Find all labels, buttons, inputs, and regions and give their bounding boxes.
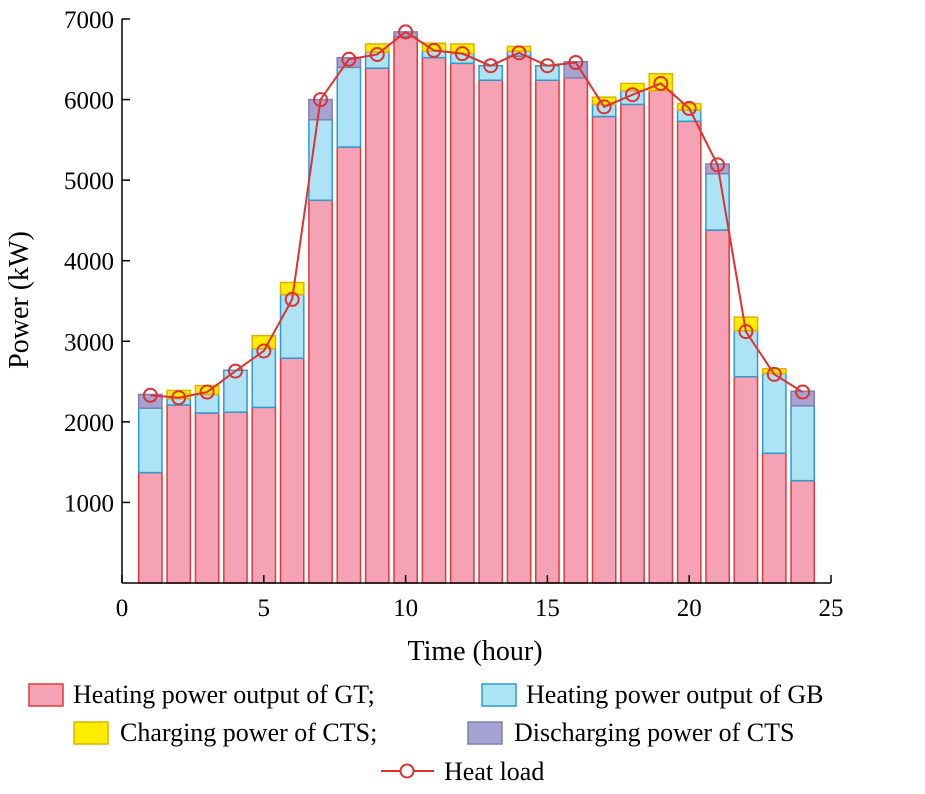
- bar-gt-hour-10: [393, 35, 418, 584]
- bar-gt-hour-1: [137, 471, 163, 584]
- bar-gt-hour-22: [733, 375, 759, 584]
- bar-gt-hour-7: [308, 199, 333, 584]
- heat-load-point-hour-1: [142, 387, 158, 403]
- y-tick-label-4000: 4000: [64, 249, 114, 276]
- legend-swatch-discharging: [467, 721, 503, 745]
- legend: Heating power output of GT; Heating powe…: [28, 680, 824, 786]
- x-axis-label: Time (hour): [407, 636, 542, 667]
- bar-gt-hour-3: [194, 412, 220, 584]
- bar-gb-hour-12: [449, 52, 475, 65]
- heat-load-point-hour-17: [596, 99, 612, 115]
- bar-gt-hour-23: [761, 452, 787, 584]
- y-tick-label-1000: 1000: [64, 490, 114, 517]
- bar-gt-hour-9: [364, 67, 390, 584]
- bar-gt-hour-21: [705, 229, 730, 584]
- x-tick-label-15: 15: [535, 595, 560, 622]
- bar-gt-hour-8: [336, 146, 362, 584]
- bar-charging-hour-18: [620, 82, 645, 92]
- bar-gt-hour-4: [223, 411, 248, 584]
- legend-label-heat-load: Heat load: [444, 757, 544, 786]
- y-tick-label-5000: 5000: [64, 168, 114, 195]
- heat-load-point-hour-3: [199, 384, 215, 400]
- legend-label-gt: Heating power output of GT;: [73, 680, 375, 709]
- heat-load-point-hour-24: [795, 384, 811, 400]
- bar-gt-hour-20: [676, 120, 702, 584]
- bars-layer: [137, 31, 816, 584]
- heat-load-point-hour-5: [256, 343, 272, 359]
- bar-gt-hour-18: [620, 103, 645, 584]
- y-tick-label-6000: 6000: [64, 88, 114, 115]
- bar-gb-hour-23: [761, 372, 787, 455]
- heat-load-line-layer: [142, 24, 811, 406]
- bar-gt-hour-5: [251, 406, 277, 584]
- heat-load-point-hour-12: [454, 46, 470, 62]
- heat-load-line: [150, 30, 804, 399]
- axes-layer: 0 5 10 15 20 25 1000 2000 3000 4000 5000 6000 7000: [64, 7, 844, 622]
- heat-load-point-hour-15: [539, 58, 555, 74]
- bar-gt-hour-17: [591, 115, 617, 584]
- heat-load-point-hour-20: [681, 100, 697, 116]
- legend-marker-heat-load: [399, 763, 415, 779]
- bar-gt-hour-2: [166, 404, 192, 584]
- bar-gt-hour-14: [506, 55, 532, 584]
- bar-gt-hour-16: [563, 77, 589, 584]
- heat-load-point-hour-14: [511, 45, 527, 61]
- heat-load-point-hour-9: [369, 46, 385, 62]
- x-tick-label-0: 0: [116, 595, 129, 622]
- heat-load-point-hour-11: [426, 42, 442, 58]
- legend-swatch-charging: [73, 721, 109, 745]
- bar-gb-hour-8: [336, 66, 362, 148]
- heat-load-point-hour-21: [710, 157, 726, 173]
- x-tick-label-10: 10: [393, 595, 418, 622]
- y-tick-label-2000: 2000: [64, 410, 114, 437]
- bar-gt-hour-12: [449, 62, 475, 584]
- heat-load-point-hour-2: [171, 390, 187, 406]
- bar-gt-hour-6: [279, 357, 305, 584]
- y-tick-label-3000: 3000: [64, 329, 114, 356]
- heat-load-point-hour-6: [284, 291, 300, 307]
- bar-gb-hour-3: [194, 393, 220, 414]
- heat-load-point-hour-8: [341, 51, 357, 67]
- x-tick-label-25: 25: [819, 595, 844, 622]
- bar-gt-hour-19: [648, 89, 674, 584]
- heat-load-point-hour-18: [624, 87, 640, 103]
- legend-label-gb: Heating power output of GB: [526, 680, 824, 709]
- bar-gb-hour-1: [137, 407, 163, 474]
- bar-gt-hour-13: [478, 79, 504, 584]
- bar-gb-hour-6: [279, 293, 305, 359]
- bar-gt-hour-24: [790, 479, 816, 584]
- heat-load-point-hour-23: [766, 366, 782, 382]
- legend-label-discharging: Discharging power of CTS: [514, 718, 794, 747]
- bar-gt-hour-11: [421, 56, 447, 584]
- heat-load-point-hour-19: [653, 75, 669, 91]
- bar-discharging-hour-8: [336, 56, 362, 69]
- heat-load-point-hour-4: [227, 363, 243, 379]
- heat-load-point-hour-13: [483, 58, 499, 74]
- heat-load-point-hour-22: [738, 324, 754, 340]
- x-tick-label-5: 5: [258, 595, 271, 622]
- bar-gt-hour-15: [535, 79, 560, 584]
- y-tick-label-7000: 7000: [64, 7, 114, 34]
- heat-load-point-hour-16: [568, 55, 584, 71]
- legend-label-charging: Charging power of CTS;: [120, 718, 377, 747]
- x-tick-label-20: 20: [677, 595, 702, 622]
- legend-swatch-gt: [28, 683, 64, 707]
- bar-gb-hour-24: [790, 404, 816, 482]
- bar-gb-hour-21: [705, 172, 730, 231]
- y-axis-label: Power (kW): [4, 231, 35, 369]
- heat-load-point-hour-10: [398, 24, 414, 40]
- legend-swatch-gb: [481, 683, 517, 707]
- heat-load-point-hour-7: [313, 92, 329, 108]
